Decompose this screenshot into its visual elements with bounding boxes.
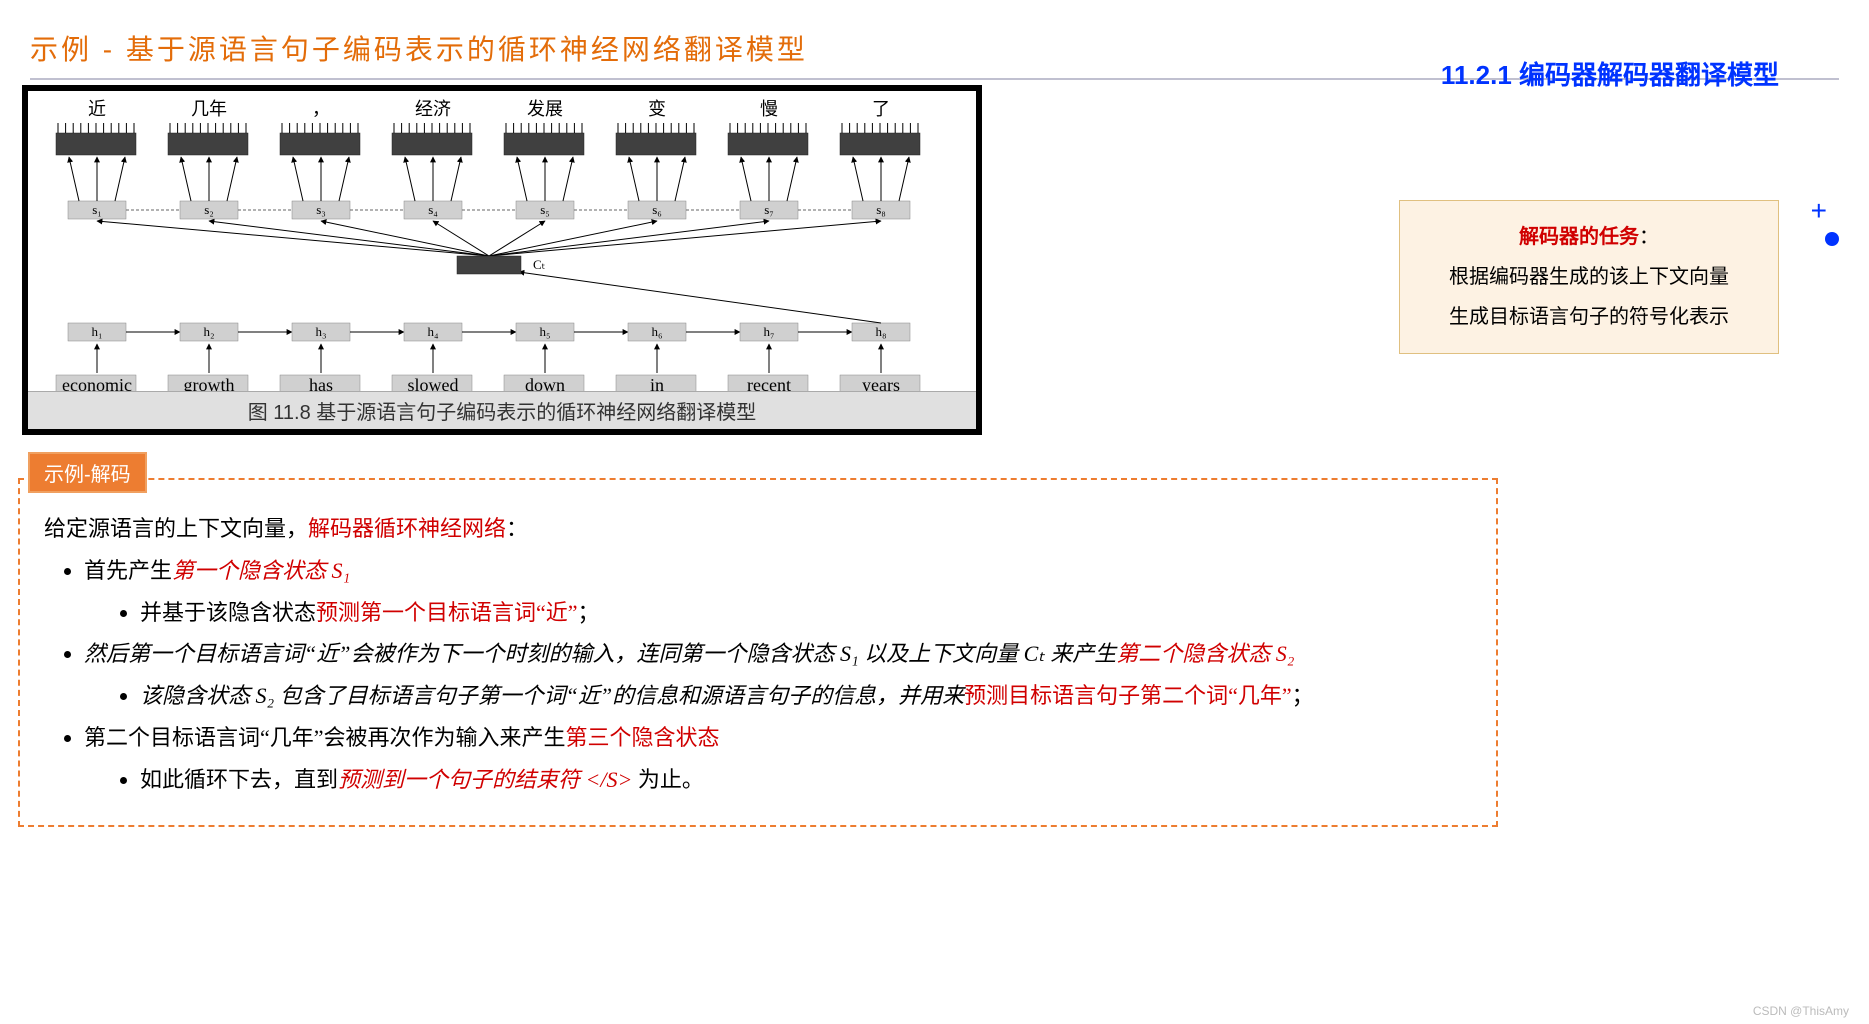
svg-text:h₃: h₃ xyxy=(315,324,326,339)
decode-steps-list: 首先产生第一个隐含状态 S₁ 并基于该隐含状态预测第一个目标语言词“近”； 然后… xyxy=(44,550,1472,801)
svg-text:几年: 几年 xyxy=(191,99,227,119)
plus-decoration-icon: + xyxy=(1811,195,1827,227)
svg-text:慢: 慢 xyxy=(760,99,778,119)
svg-text:h₈: h₈ xyxy=(875,324,886,339)
svg-text:h₂: h₂ xyxy=(203,324,214,339)
svg-text:近: 近 xyxy=(88,99,106,119)
intro-line: 给定源语言的上下文向量，解码器循环神经网络： xyxy=(44,508,1472,550)
example-decode-box: 给定源语言的上下文向量，解码器循环神经网络： 首先产生第一个隐含状态 S₁ 并基… xyxy=(18,478,1498,827)
watermark: CSDN @ThisAmy xyxy=(1753,1004,1849,1018)
b2sb: 预测目标语言句子第二个词“几年” xyxy=(964,683,1292,708)
svg-text:h₅: h₅ xyxy=(539,324,550,339)
callout-line-1: 根据编码器生成的该上下文向量 xyxy=(1420,257,1758,297)
diagram-figure: economich₁s₁近growthh₂s₂几年hash₃s₃，slowedh… xyxy=(22,85,982,435)
section-number: 11.2.1 编码器解码器翻译模型 xyxy=(1441,55,1779,92)
step-2: 然后第一个目标语言词“近”会被作为下一个时刻的输入，连同第一个隐含状态 S₁ 以… xyxy=(84,633,1472,717)
svg-text:s₅: s₅ xyxy=(540,202,550,217)
example-badge: 示例-解码 xyxy=(28,452,147,493)
svg-text:经济: 经济 xyxy=(415,99,451,119)
decoder-task-callout: 解码器的任务： 根据编码器生成的该上下文向量 生成目标语言句子的符号化表示 xyxy=(1399,200,1779,354)
step-1-sub: 并基于该隐含状态预测第一个目标语言词“近”； xyxy=(140,592,1472,634)
svg-text:h₄: h₄ xyxy=(427,324,439,339)
svg-text:，: ， xyxy=(312,99,330,119)
b2sc: ； xyxy=(1292,683,1314,708)
b1sc: ； xyxy=(578,600,600,625)
intro-a: 给定源语言的上下文向量， xyxy=(44,516,308,541)
svg-text:s₈: s₈ xyxy=(876,202,886,217)
step-1: 首先产生第一个隐含状态 S₁ 并基于该隐含状态预测第一个目标语言词“近”； xyxy=(84,550,1472,634)
step-3-sub: 如此循环下去，直到预测到一个句子的结束符 </S> 为止。 xyxy=(140,759,1472,801)
b1a: 首先产生 xyxy=(84,558,172,583)
svg-text:h₇: h₇ xyxy=(763,324,774,339)
b2b: 第二个隐含状态 S₂ xyxy=(1116,641,1294,666)
svg-text:了: 了 xyxy=(872,99,890,119)
b3sc: 为止。 xyxy=(638,767,704,792)
svg-text:s₄: s₄ xyxy=(428,202,438,217)
intro-b: 解码器循环神经网络 xyxy=(308,516,506,541)
svg-text:s₂: s₂ xyxy=(204,202,214,217)
b3sb: 预测到一个句子的结束符 </S> xyxy=(338,767,638,792)
b2sa: 该隐含状态 S₂ 包含了目标语言句子第一个词“近”的信息和源语言句子的信息，并用… xyxy=(140,683,964,708)
callout-title: 解码器的任务 xyxy=(1519,226,1639,248)
svg-text:s₃: s₃ xyxy=(316,202,326,217)
svg-text:h₁: h₁ xyxy=(91,324,102,339)
callout-line-2: 生成目标语言句子的符号化表示 xyxy=(1420,297,1758,337)
b3sa: 如此循环下去，直到 xyxy=(140,767,338,792)
intro-c: ： xyxy=(506,516,528,541)
svg-text:s₁: s₁ xyxy=(92,202,102,217)
b1sa: 并基于该隐含状态 xyxy=(140,600,316,625)
svg-text:s₆: s₆ xyxy=(652,202,662,217)
dot-decoration-icon xyxy=(1825,232,1839,246)
rnn-diagram-svg: economich₁s₁近growthh₂s₂几年hash₃s₃，slowedh… xyxy=(28,91,976,429)
b3a: 第二个目标语言词“几年”会被再次作为输入来产生 xyxy=(84,725,566,750)
svg-text:变: 变 xyxy=(648,99,666,119)
b3b: 第三个隐含状态 xyxy=(566,725,720,750)
page-title: 示例 - 基于源语言句子编码表示的循环神经网络翻译模型 xyxy=(30,34,808,65)
b1sb: 预测第一个目标语言词“近” xyxy=(316,600,578,625)
svg-text:s₇: s₇ xyxy=(764,202,774,217)
step-3: 第二个目标语言词“几年”会被再次作为输入来产生第三个隐含状态 如此循环下去，直到… xyxy=(84,717,1472,801)
diagram-caption: 图 11.8 基于源语言句子编码表示的循环神经网络翻译模型 xyxy=(28,391,976,429)
svg-text:h₆: h₆ xyxy=(651,324,662,339)
callout-title-line: 解码器的任务： xyxy=(1420,217,1758,257)
b1b: 第一个隐含状态 S₁ xyxy=(172,558,350,583)
svg-text:发展: 发展 xyxy=(527,99,563,119)
b2a: 然后第一个目标语言词“近”会被作为下一个时刻的输入，连同第一个隐含状态 S₁ 以… xyxy=(84,641,1116,666)
step-2-sub: 该隐含状态 S₂ 包含了目标语言句子第一个词“近”的信息和源语言句子的信息，并用… xyxy=(140,675,1472,717)
svg-text:Cₜ: Cₜ xyxy=(533,257,546,272)
